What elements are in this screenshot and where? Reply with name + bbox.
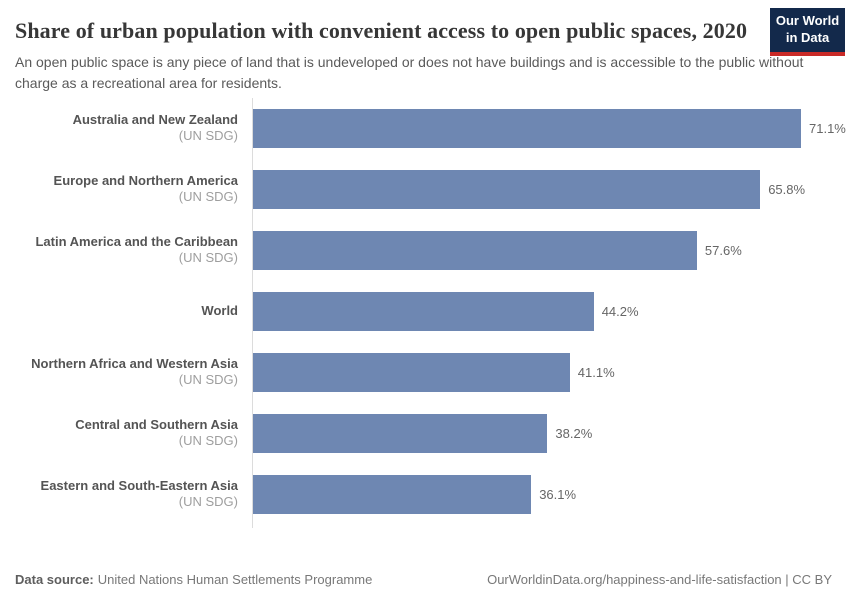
bar-chart: Australia and New Zealand (UN SDG) 71.1% E… bbox=[15, 97, 846, 528]
bar-area: 41.1% bbox=[245, 352, 835, 392]
bar[interactable] bbox=[253, 291, 594, 331]
value-label: 65.8% bbox=[768, 181, 806, 197]
y-axis-line bbox=[252, 97, 253, 528]
category-suffix: (UN SDG) bbox=[178, 250, 238, 266]
chart-row: Central and Southern Asia (UN SDG) 38.2% bbox=[15, 403, 835, 464]
owid-logo[interactable]: Our World in Data bbox=[770, 8, 845, 56]
chart-row: Northern Africa and Western Asia (UN SDG… bbox=[15, 342, 835, 403]
chart-subtitle: An open public space is any piece of lan… bbox=[15, 53, 804, 91]
data-source: Data source: United Nations Human Settlem… bbox=[15, 572, 372, 587]
footer-link[interactable]: OurWorldinData.org/happiness-and-life-sa… bbox=[487, 572, 832, 587]
value-label: 41.1% bbox=[577, 364, 615, 380]
category-suffix: (UN SDG) bbox=[178, 189, 238, 205]
bar[interactable] bbox=[253, 108, 801, 148]
value-label: 57.6% bbox=[704, 242, 742, 258]
bar-area: 44.2% bbox=[245, 291, 835, 331]
bar[interactable] bbox=[253, 413, 548, 453]
data-source-value: United Nations Human Settlements Program… bbox=[97, 572, 373, 587]
value-label: 71.1% bbox=[809, 120, 846, 136]
bar[interactable] bbox=[253, 169, 761, 209]
chart-rows: Australia and New Zealand (UN SDG) 71.1% E… bbox=[15, 98, 846, 525]
category-suffix: (UN SDG) bbox=[178, 372, 238, 388]
chart-footer: Data source: United Nations Human Settlem… bbox=[15, 572, 832, 587]
chart-title: Share of urban population with convenien… bbox=[15, 18, 748, 43]
category-label: World bbox=[15, 303, 245, 319]
chart-row: Eastern and South-Eastern Asia (UN SDG) 3… bbox=[15, 464, 835, 525]
category-name: Latin America and the Caribbean bbox=[35, 234, 238, 250]
category-label: Australia and New Zealand (UN SDG) bbox=[15, 112, 245, 145]
bar-area: 36.1% bbox=[245, 474, 835, 514]
category-suffix: (UN SDG) bbox=[178, 128, 238, 144]
category-label: Northern Africa and Western Asia (UN SDG… bbox=[15, 356, 245, 389]
bar-area: 38.2% bbox=[245, 413, 835, 453]
chart-row: Latin America and the Caribbean (UN SDG)… bbox=[15, 220, 835, 281]
bar[interactable] bbox=[253, 352, 570, 392]
category-label: Latin America and the Caribbean (UN SDG) bbox=[15, 234, 245, 267]
bar[interactable] bbox=[253, 474, 532, 514]
bar-area: 57.6% bbox=[245, 230, 835, 270]
value-label: 38.2% bbox=[555, 425, 593, 441]
value-label: 36.1% bbox=[539, 486, 577, 502]
category-suffix: (UN SDG) bbox=[178, 494, 238, 510]
bar-area: 71.1% bbox=[245, 108, 846, 148]
category-name: Central and Southern Asia bbox=[75, 417, 238, 433]
owid-logo-line1: Our World bbox=[775, 13, 840, 28]
category-label: Eastern and South-Eastern Asia (UN SDG) bbox=[15, 478, 245, 511]
bar-area: 65.8% bbox=[245, 169, 835, 209]
chart-row: Australia and New Zealand (UN SDG) 71.1% bbox=[15, 98, 846, 159]
owid-logo-line2: in Data bbox=[785, 29, 830, 45]
value-label: 44.2% bbox=[601, 303, 639, 319]
data-source-label: Data source: bbox=[15, 572, 94, 587]
bar[interactable] bbox=[253, 230, 697, 270]
chart-row: World 44.2% bbox=[15, 281, 835, 342]
category-name: Eastern and South-Eastern Asia bbox=[40, 478, 238, 494]
category-name: Australia and New Zealand bbox=[72, 112, 238, 128]
chart-row: Europe and Northern America (UN SDG) 65.8… bbox=[15, 159, 835, 220]
category-name: Europe and Northern America bbox=[53, 173, 238, 189]
category-name: Northern Africa and Western Asia bbox=[31, 356, 238, 372]
category-label: Central and Southern Asia (UN SDG) bbox=[15, 417, 245, 450]
category-label: Europe and Northern America (UN SDG) bbox=[15, 173, 245, 206]
category-suffix: (UN SDG) bbox=[178, 433, 238, 449]
category-name: World bbox=[201, 303, 238, 319]
